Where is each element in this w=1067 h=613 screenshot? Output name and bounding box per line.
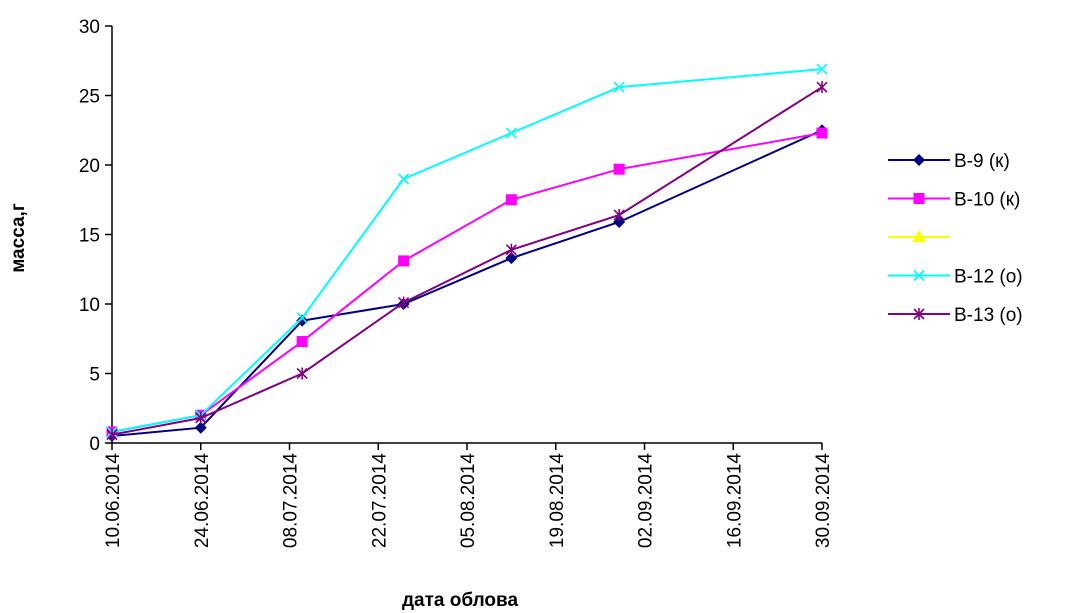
data-point [613, 209, 625, 222]
plot-area: 0 5 10 15 20 25 30 10.06.2014 24.06.2014 08.07.2… [79, 17, 834, 548]
data-point [505, 194, 517, 206]
legend-label: В-10 (к) [954, 190, 1020, 211]
data-point [106, 428, 118, 441]
x-tick-label: 19.08.2014 [547, 453, 568, 549]
data-point [913, 193, 925, 204]
series-4 [106, 63, 828, 438]
legend-item: В-12 (о) [888, 267, 1023, 288]
data-point [816, 63, 828, 75]
series-line [111, 129, 823, 438]
x-tick-label: 22.07.2014 [369, 453, 390, 549]
series-layer [106, 63, 828, 443]
y-tick-label: 0 [89, 434, 100, 455]
x-ticks: 10.06.2014 24.06.2014 08.07.2014 22.07.2014… [103, 443, 834, 548]
data-point [505, 252, 518, 265]
series-line [111, 86, 823, 436]
x-tick-label: 08.07.2014 [281, 453, 302, 549]
data-point [398, 173, 410, 185]
x-tick-label: 10.06.2014 [103, 453, 124, 549]
data-point [195, 411, 207, 424]
x-tick-label: 02.09.2014 [636, 453, 657, 549]
series-line [111, 68, 823, 433]
series-2 [106, 127, 828, 438]
data-point [194, 421, 207, 434]
x-axis-title: дата облова [402, 590, 519, 611]
legend-item: В-13 (о) [888, 305, 1023, 326]
data-point [913, 269, 925, 282]
x-tick-label: 05.08.2014 [458, 453, 479, 549]
legend-label: В-12 (о) [954, 267, 1023, 288]
y-tick-label: 5 [89, 365, 100, 386]
series-1 [106, 124, 828, 443]
data-point [505, 243, 517, 256]
data-point [505, 127, 517, 139]
y-axis-title: масса,г [8, 203, 29, 273]
data-point [816, 81, 828, 94]
y-tick-label: 25 [79, 87, 100, 108]
data-point [913, 308, 925, 320]
data-point [296, 336, 308, 348]
data-point [398, 255, 410, 267]
data-point [816, 127, 828, 139]
legend-label: В-13 (о) [954, 305, 1023, 326]
data-point [613, 163, 625, 175]
data-point [398, 296, 410, 309]
data-point [296, 367, 308, 380]
series-5 [106, 81, 828, 441]
y-ticks: 0 5 10 15 20 25 30 [79, 17, 112, 455]
data-point [296, 314, 309, 327]
legend-item [888, 230, 950, 243]
y-tick-label: 30 [79, 17, 100, 38]
data-point [912, 230, 926, 243]
data-point [613, 81, 625, 93]
y-tick-label: 15 [79, 226, 100, 247]
data-point [296, 312, 308, 324]
legend: В-9 (к) В-10 (к) В-12 (о) В-13 (о) [888, 151, 1023, 326]
data-point [913, 154, 925, 166]
legend-item: В-9 (к) [888, 151, 1010, 172]
legend-item: В-10 (к) [888, 190, 1020, 211]
legend-label: В-9 (к) [954, 151, 1010, 172]
y-tick-label: 20 [79, 156, 100, 177]
x-tick-label: 30.09.2014 [813, 453, 834, 549]
x-tick-label: 16.09.2014 [724, 453, 745, 549]
x-tick-label: 24.06.2014 [192, 453, 213, 549]
y-tick-label: 10 [79, 295, 100, 316]
